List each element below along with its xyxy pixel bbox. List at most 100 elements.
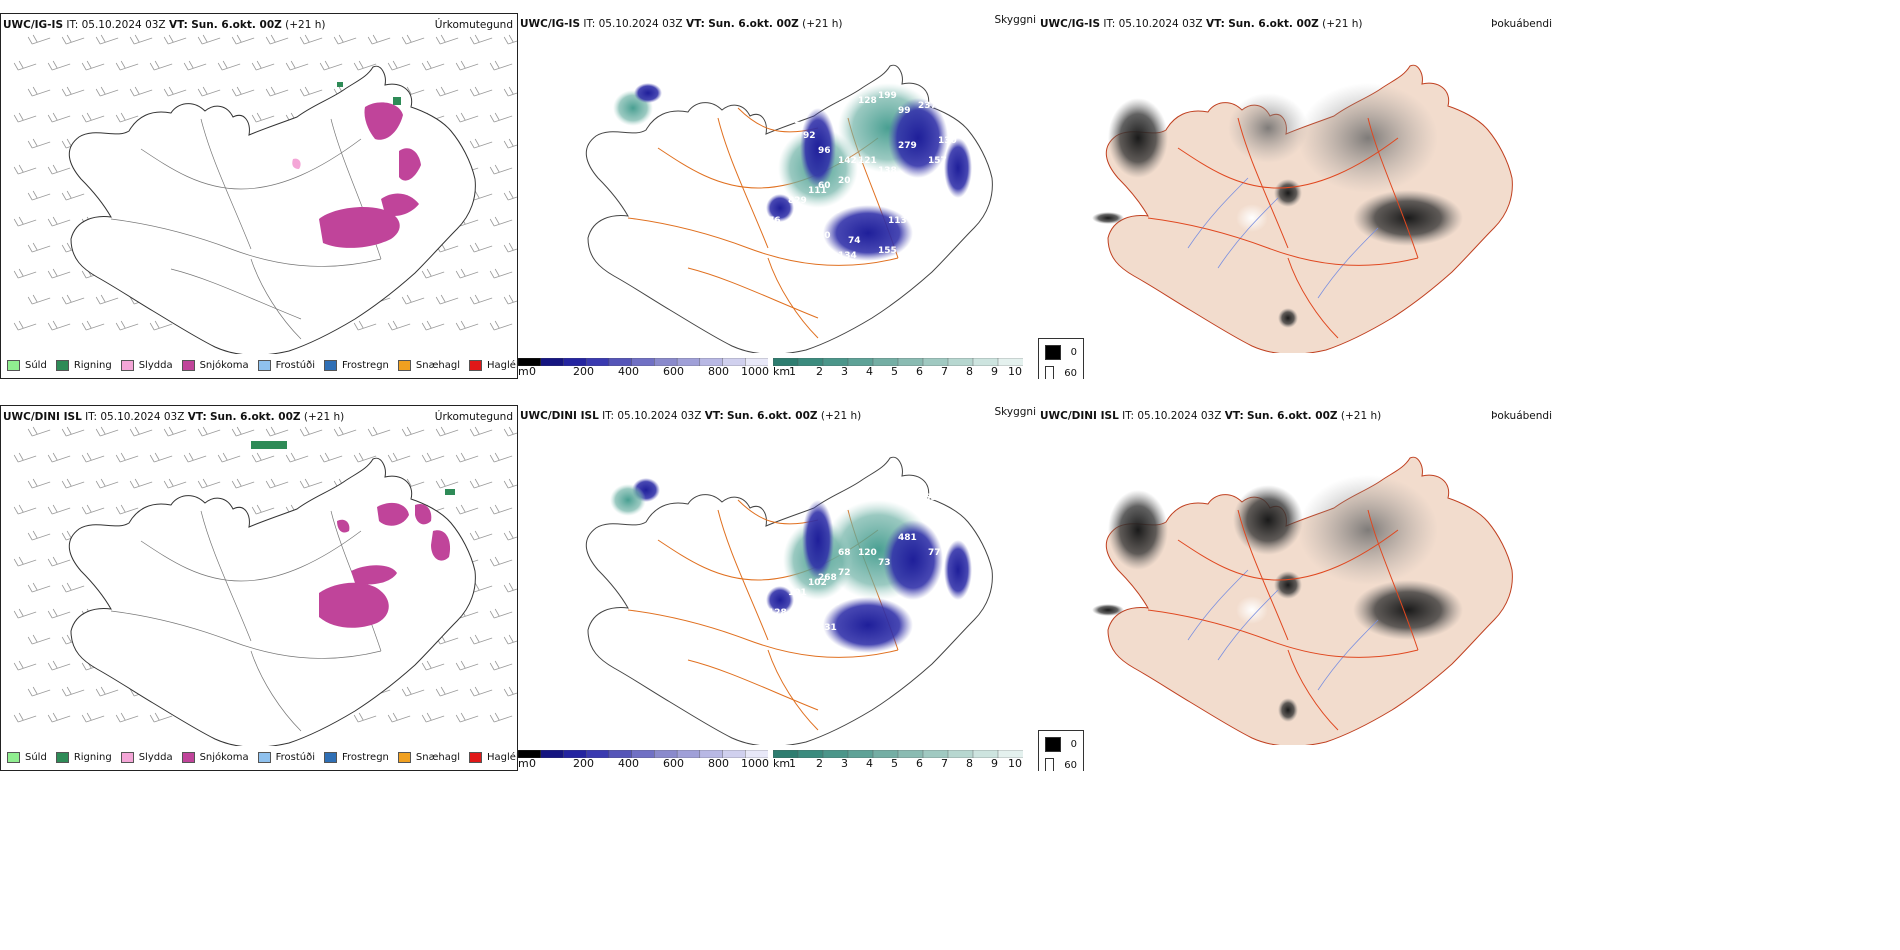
- map-value-label: 60: [818, 181, 831, 191]
- snow-areas: [292, 102, 421, 248]
- wind-barb: [231, 86, 255, 97]
- wind-barb: [469, 686, 493, 697]
- wind-barb: [387, 320, 411, 331]
- map-value-label: 179: [878, 483, 897, 493]
- wind-barb: [61, 686, 85, 697]
- legend-item: Slydda: [120, 360, 173, 371]
- panel-header: UWC/DINI ISL IT: 05.10.2024 03Z VT: Sun.…: [3, 411, 345, 423]
- wind-barb: [27, 426, 51, 437]
- wind-barb: [13, 164, 37, 175]
- wind-barb: [387, 712, 411, 723]
- wind-barb: [421, 452, 445, 463]
- wind-barb: [27, 34, 51, 45]
- map-value-label: 92: [803, 131, 816, 141]
- wind-barb: [13, 660, 37, 671]
- legend-item: Súld: [7, 752, 47, 763]
- wind-barb: [489, 556, 513, 567]
- precip-map: [13, 426, 517, 746]
- map-value-label: 73: [878, 558, 891, 568]
- wind-barb: [489, 320, 513, 331]
- map-value-label: 74: [848, 236, 861, 246]
- wind-barb: [387, 452, 411, 463]
- map-value-label: 131: [818, 623, 837, 633]
- wind-barb: [285, 452, 309, 463]
- wind-barb: [231, 34, 255, 45]
- wind-barb: [469, 530, 493, 541]
- road-lines: [1147, 117, 1419, 339]
- wind-barb: [435, 478, 459, 489]
- wind-barb: [401, 686, 425, 697]
- wind-barb: [251, 112, 275, 123]
- wind-barb: [115, 712, 139, 723]
- precip-map: [13, 34, 517, 354]
- road-lines: [110, 118, 382, 340]
- legend-item: Frostregn: [324, 360, 389, 371]
- wind-barb: [455, 320, 479, 331]
- wind-barb: [503, 242, 517, 253]
- wind-barb: [299, 426, 323, 437]
- legend-item: Frostúði: [257, 752, 315, 763]
- map-value-label: 99: [898, 106, 911, 116]
- wind-barb: [47, 452, 71, 463]
- map-value-label: 128: [858, 96, 877, 106]
- map-value-label: 113: [888, 216, 907, 226]
- wind-barb: [455, 60, 479, 71]
- panel-header: UWC/DINI ISL IT: 05.10.2024 03Z VT: Sun.…: [520, 410, 862, 422]
- legend-item: Slydda: [120, 752, 173, 763]
- map-value-label: 68: [838, 548, 851, 558]
- wind-barb: [183, 452, 207, 463]
- map-value-label: 199: [878, 91, 897, 101]
- wind-barb: [197, 86, 221, 97]
- wind-barb: [27, 530, 51, 541]
- wind-barb: [61, 426, 85, 437]
- wind-barb: [265, 34, 289, 45]
- wind-barb: [61, 190, 85, 201]
- wind-barb: [13, 216, 37, 227]
- wind-barb: [47, 504, 71, 515]
- fog-map: [1092, 64, 1513, 353]
- wind-barb: [47, 164, 71, 175]
- wind-barb: [435, 686, 459, 697]
- fog-map: [1092, 456, 1513, 745]
- colorbar-swatch: [540, 750, 565, 758]
- wind-barb: [47, 60, 71, 71]
- wind-barb: [149, 712, 173, 723]
- wind-barb: [115, 60, 139, 71]
- wind-barb: [265, 478, 289, 489]
- wind-barb: [197, 426, 221, 437]
- wind-barb: [163, 34, 187, 45]
- map-value-label: 120: [858, 548, 877, 558]
- map-value-label: 138: [878, 166, 897, 176]
- wind-barb: [81, 320, 105, 331]
- fog-index-panel-top: UWC/IG-IS IT: 05.10.2024 03Z VT: Sun. 6.…: [1038, 13, 1558, 379]
- wind-barb: [285, 60, 309, 71]
- wind-barb: [27, 138, 51, 149]
- map-value-label: 92: [858, 488, 871, 498]
- wind-barb: [129, 86, 153, 97]
- wind-barb: [95, 686, 119, 697]
- wind-barb: [489, 164, 513, 175]
- wind-barb: [95, 426, 119, 437]
- panel-header: UWC/IG-IS IT: 05.10.2024 03Z VT: Sun. 6.…: [3, 19, 326, 31]
- wind-barb: [503, 478, 517, 489]
- wind-barb: [27, 478, 51, 489]
- wind-barb: [455, 712, 479, 723]
- wind-barb: [217, 60, 241, 71]
- wind-barb: [27, 190, 51, 201]
- legend-item: Snjókoma: [181, 360, 249, 371]
- wind-barb: [421, 712, 445, 723]
- wind-barb: [455, 112, 479, 123]
- wind-barb: [435, 426, 459, 437]
- wind-barb: [197, 34, 221, 45]
- colorbar-swatch: [997, 750, 1023, 758]
- wind-barb: [13, 452, 37, 463]
- wind-barb: [149, 452, 173, 463]
- wind-barb: [469, 426, 493, 437]
- wind-barb: [401, 294, 425, 305]
- wind-barb: [455, 504, 479, 515]
- wind-barb: [95, 478, 119, 489]
- wind-barb: [401, 34, 425, 45]
- cloud-base-colorbar: m 0 200 400 600 800 1000 km 1 2 3 4 5 6 …: [518, 358, 1038, 378]
- wind-barb: [503, 138, 517, 149]
